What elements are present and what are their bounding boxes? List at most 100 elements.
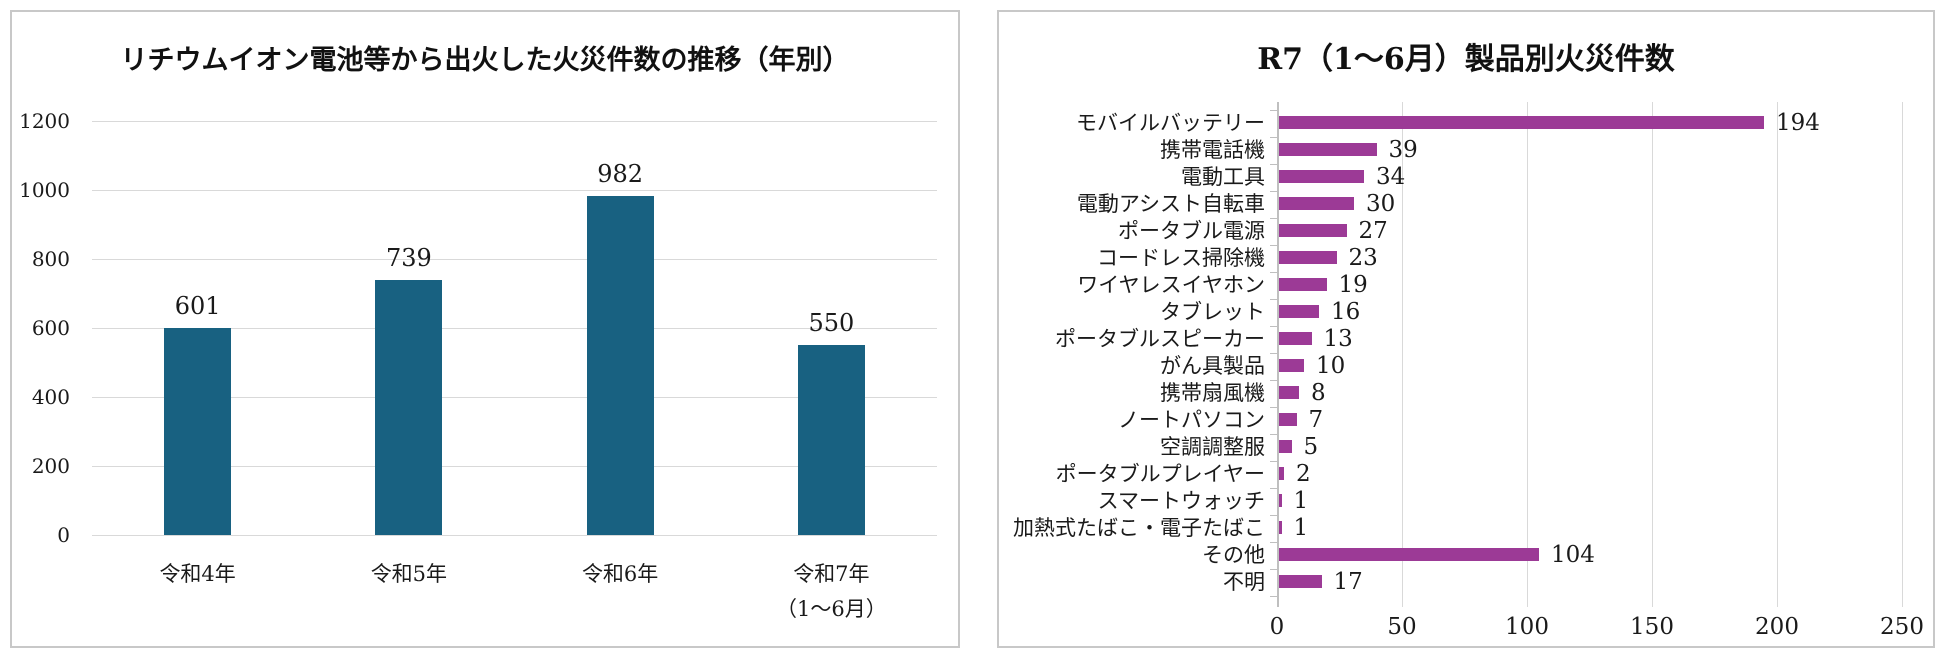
product-label-14: ポータブルプレイヤー: [1055, 462, 1265, 486]
product-label-4: 電動アシスト自転車: [1076, 192, 1265, 216]
product-bar-10: [1279, 359, 1304, 372]
y-axis-tick-0: 0: [57, 523, 70, 547]
product-label-9: ポータブルスピーカー: [1055, 327, 1265, 351]
category-axis-tickmark: [1270, 460, 1277, 462]
y-axis-tick-600: 600: [31, 316, 70, 340]
category-axis-tickmark: [1270, 595, 1277, 597]
product-value-14: 2: [1296, 461, 1311, 487]
product-label-13: 空調調整服: [1160, 435, 1265, 459]
product-value-18: 17: [1333, 569, 1363, 595]
product-value-3: 34: [1376, 164, 1406, 190]
product-bar-18: [1279, 575, 1322, 588]
gridline-x-250: [1901, 102, 1903, 607]
category-axis-tickmark: [1270, 487, 1277, 489]
category-axis-tickmark: [1270, 568, 1277, 570]
gridline-y-400: [92, 396, 937, 398]
category-axis-tickmark: [1270, 217, 1277, 219]
product-bar-9: [1279, 332, 1312, 345]
product-label-8: タブレット: [1160, 300, 1265, 324]
fires-by-year-title: リチウムイオン電池等から出火した火災件数の推移（年別）: [120, 45, 850, 76]
category-axis-tickmark: [1270, 541, 1277, 543]
category-label-1: 令和4年: [159, 562, 236, 586]
product-label-17: その他: [1202, 543, 1265, 567]
product-label-3: 電動工具: [1181, 165, 1265, 189]
product-bar-14: [1279, 467, 1284, 480]
x-axis-tick-200: 200: [1755, 614, 1799, 640]
product-label-1: モバイルバッテリー: [1076, 111, 1265, 135]
product-value-11: 8: [1311, 380, 1326, 406]
product-label-18: 不明: [1223, 570, 1265, 594]
product-value-16: 1: [1293, 515, 1309, 541]
product-label-16: 加熱式たばこ・電子たばこ: [1013, 516, 1265, 540]
category-axis-tickmark: [1270, 271, 1277, 273]
category-axis-tickmark: [1270, 190, 1277, 192]
fires-by-product-chart-panel: R7（1～6月）製品別火災件数 0 50 100 150 200 250 モバイルバッテリー…: [997, 10, 1935, 648]
product-label-2: 携帯電話機: [1160, 138, 1265, 162]
x-axis-tick-100: 100: [1505, 614, 1549, 640]
product-bar-2: [1279, 143, 1377, 156]
bar-value-3: 982: [597, 160, 644, 189]
product-bar-3: [1279, 170, 1364, 183]
bar-4: [797, 345, 865, 535]
product-value-5: 27: [1358, 218, 1388, 244]
gridline-y-600: [92, 327, 937, 329]
product-value-4: 30: [1366, 191, 1396, 217]
category-label-4: 令和7年 （1～6月）: [776, 562, 887, 621]
product-bar-8: [1279, 305, 1319, 318]
product-value-12: 7: [1308, 407, 1324, 433]
x-axis-tick-0: 0: [1269, 614, 1285, 640]
gridline-y-0: [92, 534, 937, 536]
product-bar-7: [1279, 278, 1327, 291]
gridline-y-200: [92, 465, 937, 467]
category-label-3: 令和6年: [581, 562, 659, 586]
y-axis-tick-800: 800: [31, 247, 70, 271]
gridline-x-200: [1776, 102, 1778, 607]
category-axis-tickmark: [1270, 352, 1277, 354]
product-value-7: 19: [1338, 272, 1368, 298]
bar-2: [375, 280, 443, 535]
bar-value-4: 550: [808, 309, 855, 338]
product-bar-11: [1279, 386, 1299, 399]
product-bar-1: [1279, 116, 1764, 129]
category-axis-tickmark: [1270, 514, 1277, 516]
product-value-2: 39: [1388, 137, 1418, 163]
gridline-y-800: [92, 258, 937, 260]
x-axis-tick-50: 50: [1387, 614, 1417, 640]
category-axis-tickmark: [1270, 136, 1277, 138]
product-label-5: ポータブル電源: [1118, 219, 1265, 243]
product-value-17: 104: [1551, 542, 1595, 568]
y-axis-tick-400: 400: [31, 385, 70, 409]
y-axis-tick-1000: 1000: [19, 178, 70, 202]
category-axis-tickmark: [1270, 163, 1277, 165]
category-axis-tickmark: [1270, 406, 1277, 408]
product-bar-6: [1279, 251, 1337, 264]
product-value-9: 13: [1323, 326, 1353, 352]
category-axis-tickmark: [1270, 298, 1277, 300]
category-axis-tickmark: [1270, 109, 1277, 111]
product-label-15: スマートウォッチ: [1097, 489, 1265, 513]
product-bar-17: [1279, 548, 1539, 561]
x-axis-tick-250: 250: [1880, 614, 1924, 640]
product-value-15: 1: [1293, 488, 1309, 514]
product-bar-15: [1279, 494, 1282, 507]
category-label-2: 令和5年: [370, 562, 448, 586]
bar-value-1: 601: [174, 291, 221, 320]
fires-by-product-plot: 0 50 100 150 200 250 モバイルバッテリー 194 携帯電話機 39 電動工具 34…: [999, 12, 1933, 646]
product-label-11: 携帯扇風機: [1160, 381, 1265, 405]
category-axis-tickmark: [1270, 379, 1277, 381]
product-value-6: 23: [1348, 245, 1378, 271]
product-label-12: ノートパソコン: [1118, 408, 1265, 432]
y-axis-tick-1200: 1200: [19, 109, 70, 133]
category-axis-line: [1277, 102, 1279, 607]
gridline-x-50: [1401, 102, 1403, 607]
gridline-y-1000: [92, 189, 937, 191]
product-value-10: 10: [1316, 353, 1346, 379]
category-axis-tickmark: [1270, 433, 1277, 435]
product-bar-5: [1279, 224, 1347, 237]
fires-by-year-chart-panel: リチウムイオン電池等から出火した火災件数の推移（年別） 0 200 400 600 80…: [10, 10, 960, 648]
bar-3: [586, 196, 654, 535]
fires-by-year-plot: 0 200 400 600 800 1000 1200 601 令和4年 739 令和5年 982 令和…: [12, 12, 958, 646]
y-axis-tick-200: 200: [31, 454, 70, 478]
gridline-x-150: [1651, 102, 1653, 607]
category-axis-tickmark: [1270, 325, 1277, 327]
